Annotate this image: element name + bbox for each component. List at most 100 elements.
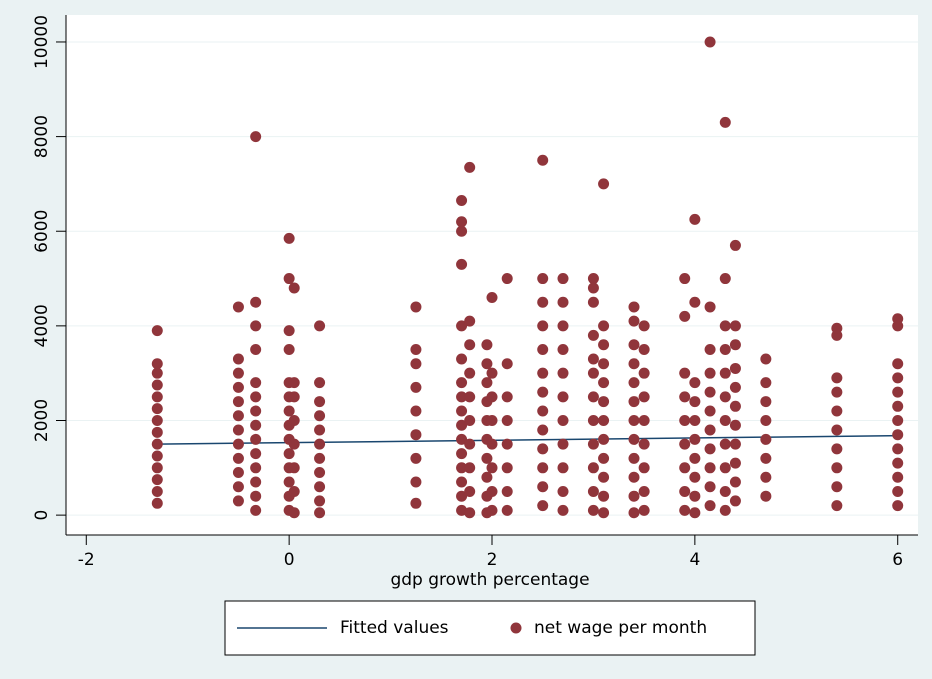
point [719,504,731,516]
point [232,424,244,436]
point [587,353,599,365]
point [679,438,691,450]
point [704,405,716,417]
point [557,504,569,516]
point [537,344,549,356]
point [486,462,498,474]
point [679,414,691,426]
point [232,381,244,393]
point [760,490,772,502]
point [831,424,843,436]
point [831,386,843,398]
point [486,367,498,379]
point [892,372,904,384]
point [729,495,741,507]
point [464,414,476,426]
point [628,358,640,370]
point [314,507,326,519]
point [892,414,904,426]
point [598,377,610,389]
point [486,291,498,303]
point [557,320,569,332]
point [232,410,244,422]
point [464,367,476,379]
point [456,353,468,365]
point [456,377,468,389]
point [892,471,904,483]
point [410,476,422,488]
point [557,344,569,356]
point [557,296,569,308]
point [288,391,300,403]
point [537,462,549,474]
point [486,438,498,450]
point [537,386,549,398]
point [288,414,300,426]
point [501,414,513,426]
point [587,414,599,426]
point [689,452,701,464]
legend-label: net wage per month [534,618,707,638]
point [410,381,422,393]
point [537,405,549,417]
point [486,391,498,403]
point [314,495,326,507]
point [719,414,731,426]
point [679,485,691,497]
point [689,471,701,483]
point [501,438,513,450]
point [587,282,599,294]
point [151,497,163,509]
point [587,391,599,403]
point [638,414,650,426]
point [628,396,640,408]
point [638,504,650,516]
y-tick-label: 0 [32,510,52,521]
point [760,471,772,483]
point [831,462,843,474]
point [628,301,640,313]
point [151,358,163,370]
point [892,485,904,497]
point [689,377,701,389]
point [151,403,163,415]
point [283,344,295,356]
point [598,507,610,519]
point [464,507,476,519]
point [557,414,569,426]
point [456,419,468,431]
point [250,462,262,474]
point [232,495,244,507]
point [689,490,701,502]
point [232,301,244,313]
point [598,339,610,351]
x-tick-label: -2 [78,550,95,570]
point [314,410,326,422]
point [464,438,476,450]
point [831,500,843,512]
point [250,490,262,502]
point [456,476,468,488]
point [831,443,843,455]
point [481,471,493,483]
point [486,485,498,497]
point [598,433,610,445]
point [719,485,731,497]
point [892,443,904,455]
point [689,213,701,225]
x-tick-label: 4 [689,550,700,570]
point [719,391,731,403]
point [719,367,731,379]
point [314,481,326,493]
point [729,457,741,469]
point [638,485,650,497]
point [456,448,468,460]
point [537,296,549,308]
point [288,485,300,497]
point [501,462,513,474]
point [314,452,326,464]
point [464,485,476,497]
point [587,296,599,308]
